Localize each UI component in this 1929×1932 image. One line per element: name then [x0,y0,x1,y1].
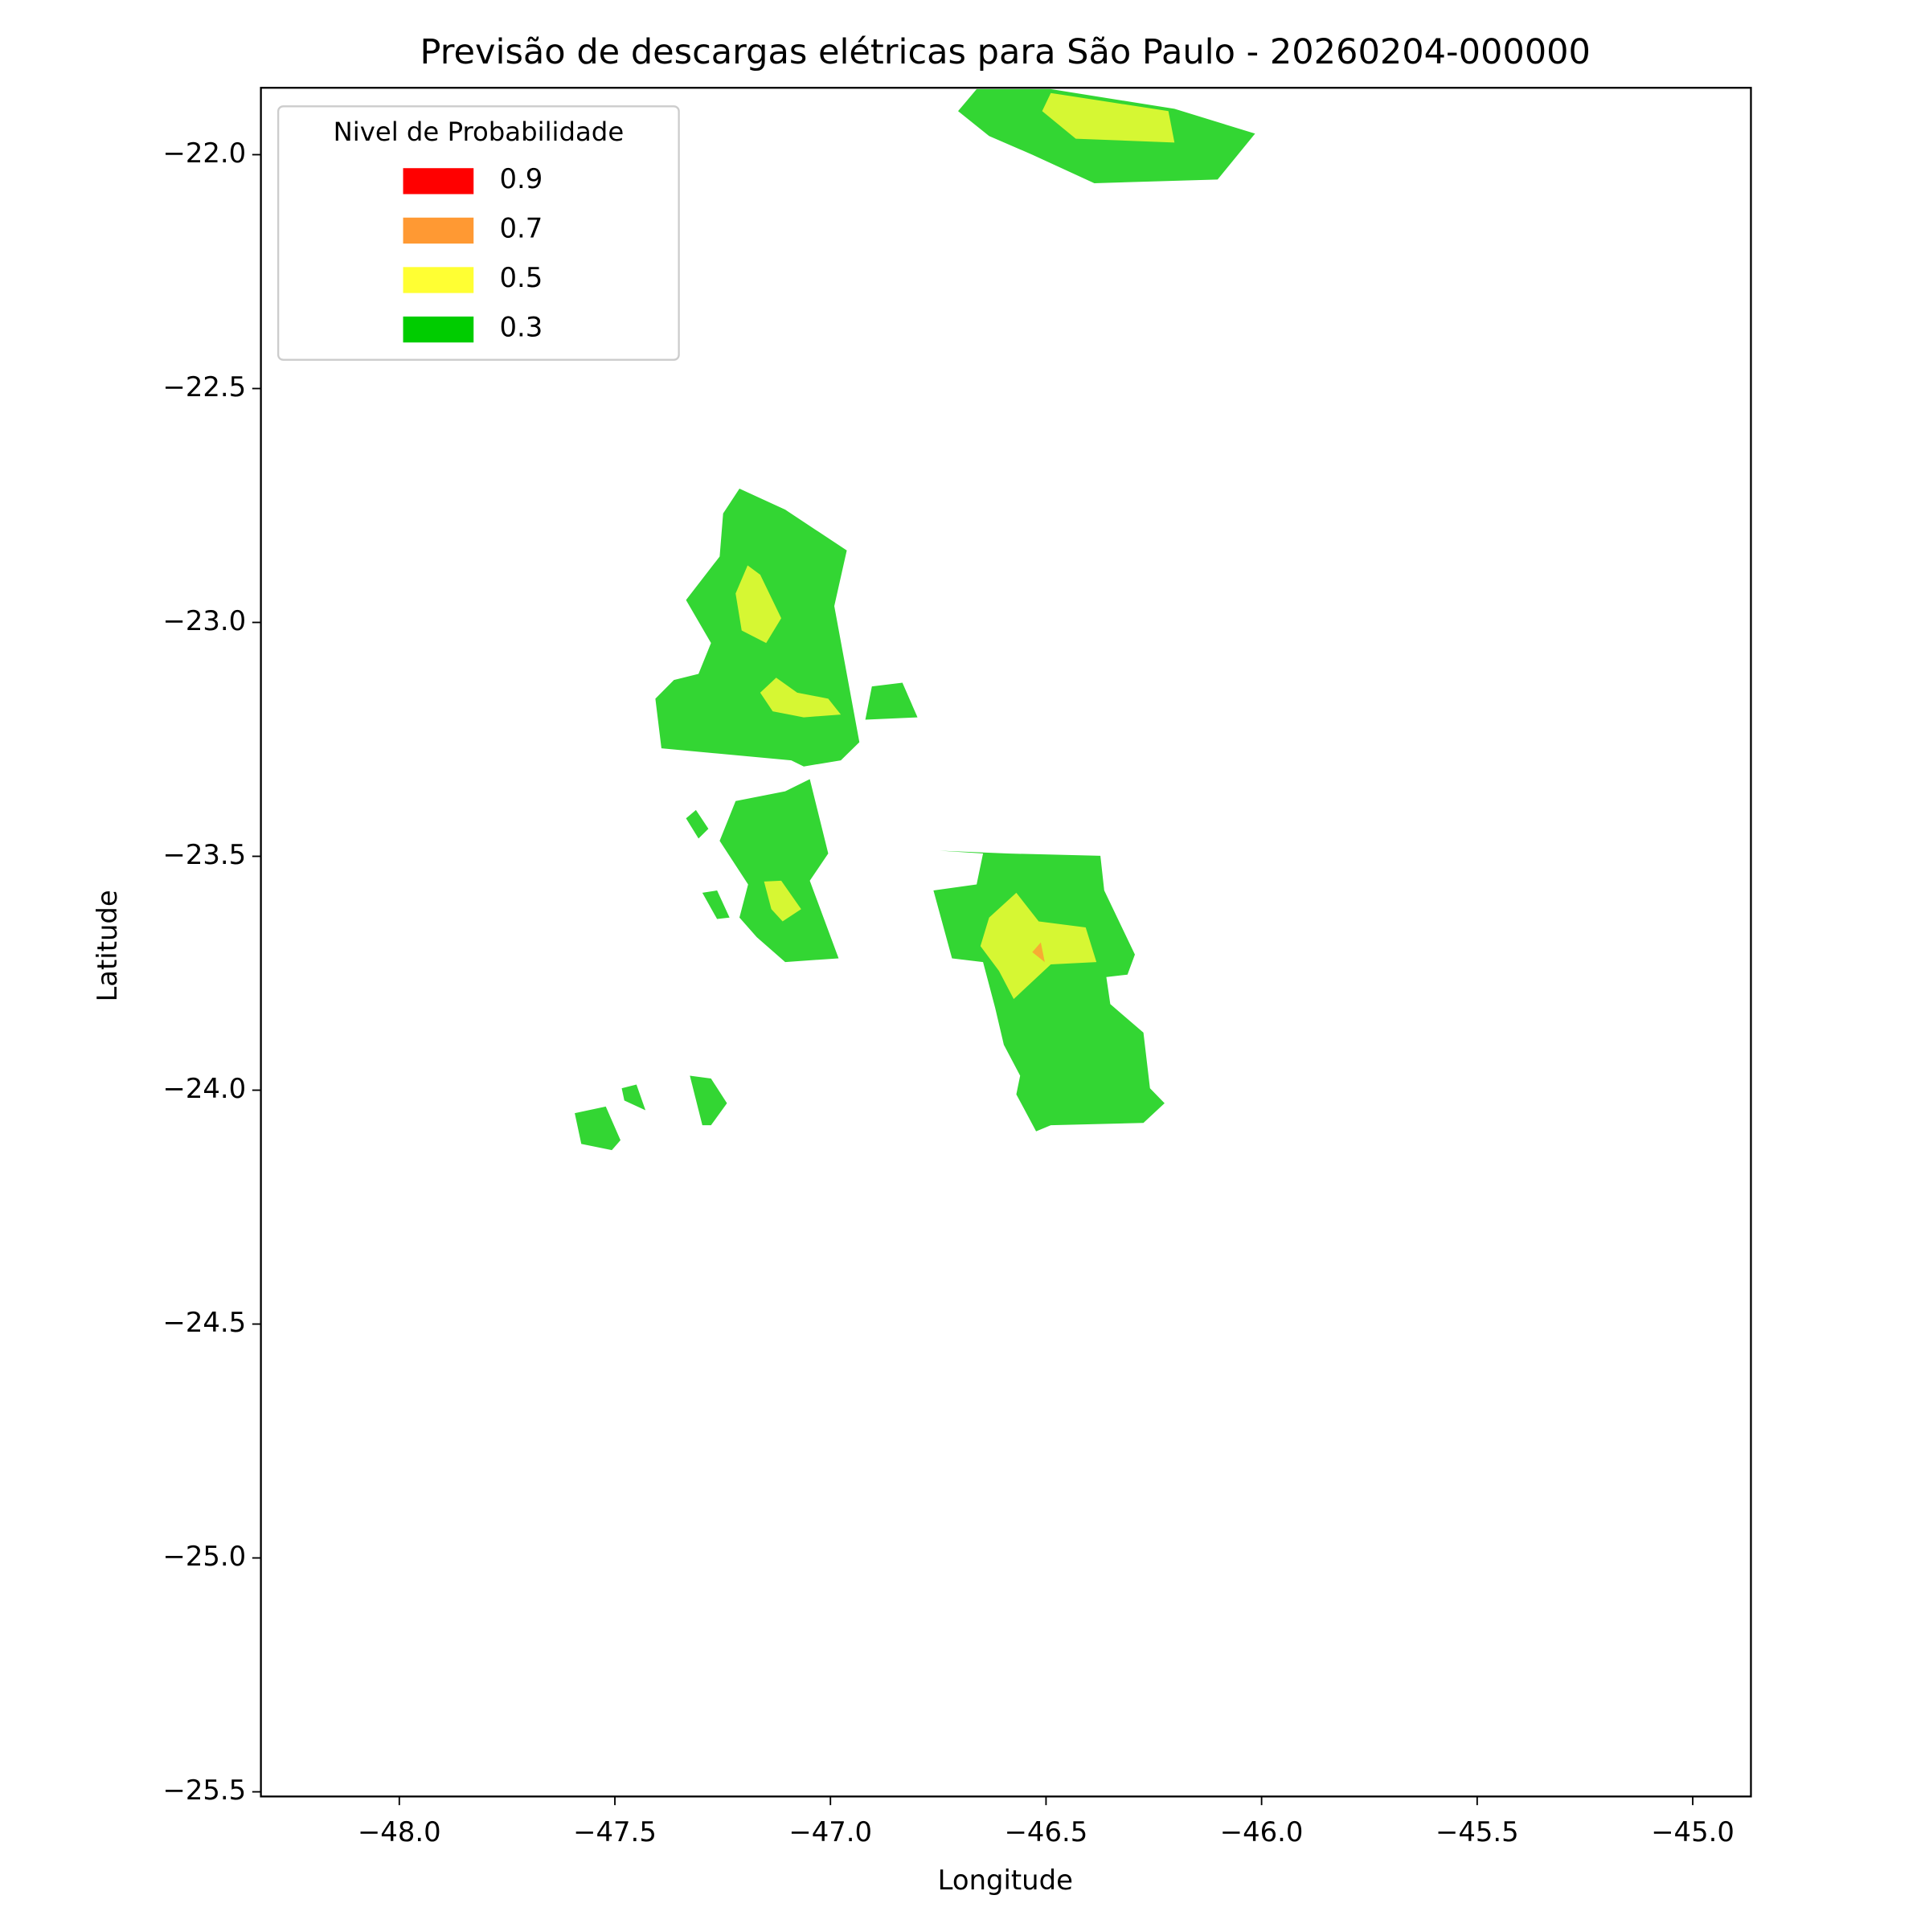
x-tick-label: −47.5 [573,1816,657,1848]
y-axis-label: Latitude [92,890,123,1001]
y-tick-label: −25.5 [162,1774,246,1806]
probability-region [575,1106,620,1151]
x-tick-label: −47.0 [788,1816,872,1848]
chart-title: Previsão de descargas elétricas para São… [420,32,1591,72]
legend: Nivel de Probabilidade 0.9 0.7 0.5 0.3 [277,105,680,361]
legend-box [277,105,680,361]
x-axis-label: Longitude [938,1864,1073,1896]
legend-title: Nivel de Probabilidade [334,117,625,147]
probability-region [686,809,709,839]
probability-region [865,682,918,720]
x-tick-label: −48.0 [358,1816,441,1848]
legend-swatch [403,267,474,293]
legend-label: 0.9 [500,163,543,194]
probability-region [690,1075,727,1126]
legend-label: 0.3 [500,312,543,343]
probability-region [933,850,1165,1132]
y-tick-label: −23.5 [162,839,246,870]
legend-swatch [403,217,474,244]
probability-region [1042,92,1175,143]
y-tick-label: −24.5 [162,1307,246,1338]
plot-area [575,88,1255,1151]
probability-region [760,677,842,718]
y-tick-label: −23.0 [162,605,246,636]
probability-region [764,880,801,922]
x-tick-label: −46.5 [1005,1816,1088,1848]
axes-frame [260,87,1752,1798]
x-tick-label: −45.5 [1435,1816,1519,1848]
probability-region [621,1084,646,1111]
y-tick-label: −22.5 [162,371,246,403]
y-tick-label: −24.0 [162,1073,246,1104]
legend-label: 0.5 [500,262,543,293]
legend-swatch [403,168,474,194]
probability-region [719,779,839,963]
probability-region [702,890,730,919]
probability-region [735,565,781,644]
y-tick-label: −25.0 [162,1541,246,1572]
legend-label: 0.7 [500,213,543,244]
x-tick-label: −46.0 [1220,1816,1304,1848]
probability-region [1032,942,1045,963]
y-tick-label: −22.0 [162,137,246,169]
x-tick-label: −45.0 [1651,1816,1734,1848]
legend-swatch [403,316,474,343]
